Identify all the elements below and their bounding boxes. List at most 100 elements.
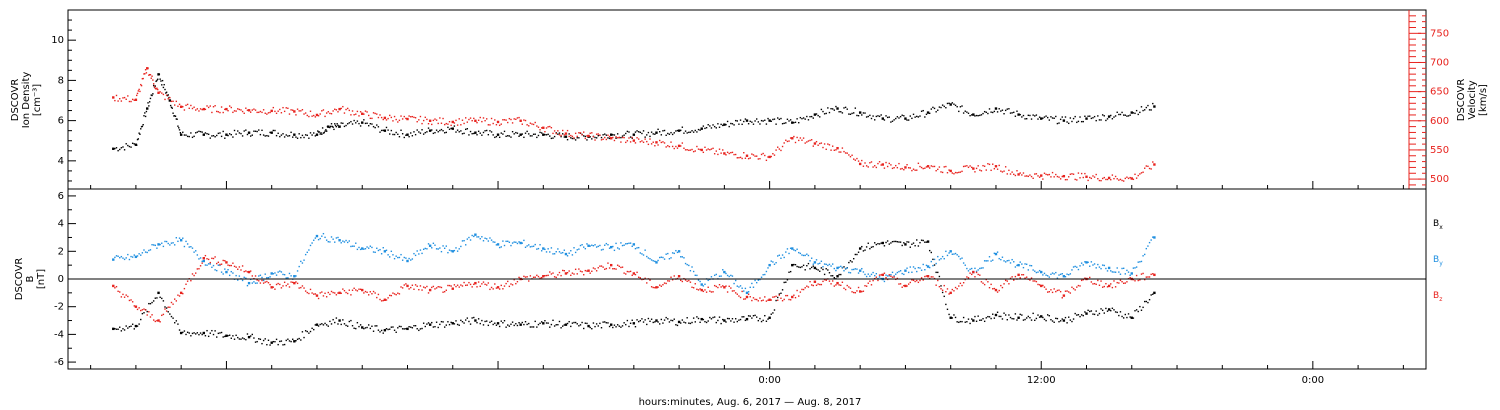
scatter-dot bbox=[547, 133, 549, 136]
scatter-dot bbox=[319, 133, 321, 135]
scatter-dot bbox=[974, 171, 976, 173]
scatter-dot bbox=[932, 264, 934, 267]
scatter-dot bbox=[443, 326, 446, 328]
scatter-dot bbox=[1011, 171, 1013, 173]
scatter-dot bbox=[324, 130, 326, 132]
scatter-dot bbox=[969, 268, 971, 270]
scatter-dot bbox=[331, 125, 334, 128]
scatter-dot bbox=[182, 237, 184, 239]
scatter-dot bbox=[403, 115, 405, 118]
scatter-dot bbox=[705, 291, 708, 293]
data-point-velocity bbox=[406, 117, 409, 121]
scatter-dot bbox=[300, 286, 302, 289]
scatter-dot bbox=[557, 133, 559, 135]
scatter-dot bbox=[975, 320, 978, 322]
scatter-dot bbox=[867, 273, 869, 275]
scatter-dot bbox=[615, 136, 617, 138]
data-point-ion-density bbox=[926, 111, 930, 114]
data-point-bx bbox=[542, 322, 545, 325]
scatter-dot bbox=[594, 268, 596, 270]
scatter-dot bbox=[909, 281, 911, 284]
scatter-dot bbox=[584, 247, 587, 250]
data-point-bz bbox=[247, 270, 251, 274]
scatter-dot bbox=[983, 283, 986, 286]
scatter-dot bbox=[982, 267, 984, 269]
scatter-dot bbox=[458, 131, 460, 133]
scatter-dot bbox=[713, 153, 716, 155]
scatter-dot bbox=[432, 119, 435, 122]
scatter-dot bbox=[128, 326, 131, 328]
scatter-dot bbox=[1142, 109, 1144, 112]
scatter-dot bbox=[174, 322, 176, 324]
scatter-dot bbox=[282, 106, 284, 109]
data-point-ion-density bbox=[202, 133, 205, 136]
scatter-dot bbox=[688, 264, 690, 267]
scatter-dot bbox=[469, 117, 472, 119]
scatter-dot bbox=[502, 240, 504, 242]
scatter-dot bbox=[279, 340, 281, 343]
data-point-ion-density bbox=[134, 143, 138, 146]
scatter-dot bbox=[254, 282, 257, 284]
scatter-dot bbox=[1145, 300, 1148, 303]
scatter-dot bbox=[899, 241, 902, 243]
scatter-dot bbox=[1001, 109, 1004, 111]
scatter-dot bbox=[697, 289, 700, 291]
scatter-dot bbox=[1025, 317, 1028, 319]
scatter-dot bbox=[1118, 271, 1120, 273]
scatter-dot bbox=[925, 166, 928, 168]
scatter-dot bbox=[489, 130, 491, 132]
scatter-dot bbox=[427, 127, 430, 129]
scatter-dot bbox=[266, 280, 268, 283]
scatter-dot bbox=[702, 290, 705, 293]
scatter-dot bbox=[932, 106, 934, 109]
scatter-dot bbox=[552, 319, 554, 322]
scatter-dot bbox=[1014, 266, 1017, 268]
scatter-dot bbox=[595, 133, 598, 135]
scatter-dot bbox=[851, 261, 853, 263]
scatter-dot bbox=[618, 136, 620, 139]
scatter-dot bbox=[463, 239, 465, 242]
scatter-dot bbox=[917, 281, 920, 284]
data-point-by bbox=[428, 244, 432, 247]
scatter-dot bbox=[566, 255, 569, 257]
scatter-dot bbox=[437, 122, 439, 125]
scatter-dot bbox=[130, 299, 132, 301]
scatter-dot bbox=[770, 120, 772, 122]
scatter-dot bbox=[756, 155, 758, 157]
scatter-dot bbox=[131, 98, 134, 101]
scatter-dot bbox=[945, 250, 947, 253]
scatter-dot bbox=[1061, 297, 1063, 299]
scatter-dot bbox=[401, 287, 404, 289]
scatter-dot bbox=[563, 324, 566, 326]
scatter-dot bbox=[765, 159, 768, 162]
scatter-dot bbox=[465, 244, 467, 246]
scatter-dot bbox=[1101, 177, 1104, 180]
scatter-dot bbox=[418, 131, 420, 133]
scatter-dot bbox=[473, 283, 475, 286]
scatter-dot bbox=[1116, 311, 1118, 314]
scatter-dot bbox=[646, 134, 648, 136]
scatter-dot bbox=[173, 115, 175, 117]
scatter-dot bbox=[600, 139, 603, 141]
scatter-dot bbox=[274, 288, 276, 290]
scatter-dot bbox=[1114, 115, 1117, 117]
scatter-dot bbox=[912, 266, 915, 268]
scatter-dot bbox=[699, 148, 701, 151]
scatter-dot bbox=[899, 283, 902, 285]
data-point-bx bbox=[179, 331, 183, 335]
scatter-dot bbox=[254, 275, 257, 277]
scatter-dot bbox=[414, 133, 417, 136]
scatter-dot bbox=[300, 136, 302, 139]
scatter-dot bbox=[301, 134, 304, 137]
scatter-dot bbox=[948, 313, 950, 316]
scatter-dot bbox=[515, 241, 517, 243]
scatter-dot bbox=[332, 318, 334, 321]
scatter-dot bbox=[164, 308, 166, 310]
scatter-dot bbox=[941, 289, 944, 291]
scatter-dot bbox=[1119, 273, 1122, 275]
scatter-dot bbox=[1080, 262, 1083, 264]
scatter-dot bbox=[846, 152, 848, 154]
scatter-dot bbox=[262, 339, 265, 342]
scatter-dot bbox=[946, 254, 949, 257]
scatter-dot bbox=[421, 327, 423, 330]
